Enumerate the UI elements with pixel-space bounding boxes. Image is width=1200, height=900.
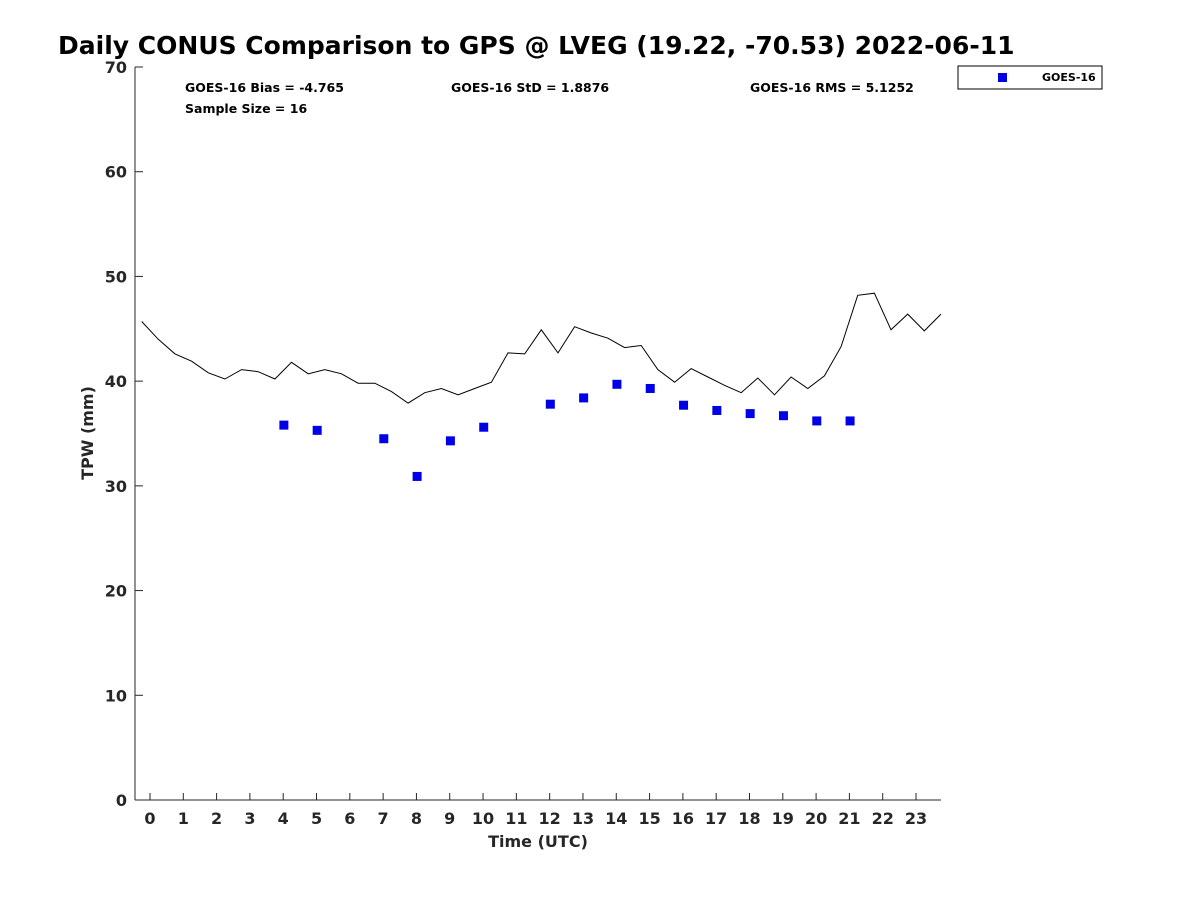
legend-swatch-goes16: [998, 73, 1007, 82]
point-goes16: [645, 383, 655, 393]
point-goes16: [812, 416, 822, 426]
x-axis-label: Time (UTC): [488, 832, 588, 851]
point-goes16: [745, 409, 755, 419]
series-line-1: [141, 292, 942, 404]
x-tick-label: 18: [738, 809, 760, 828]
x-ticks: 0 1 2 3 4 5 6 7 8 9 10 11 12 13 14 15 16 17 18 19 20 21 22 23: [144, 793, 927, 828]
x-tick-label: 12: [539, 809, 561, 828]
y-tick-label: 50: [105, 267, 127, 286]
x-tick-label: 19: [772, 809, 794, 828]
y-tick-label: 30: [105, 477, 127, 496]
x-tick-label: 2: [211, 809, 222, 828]
point-goes16: [712, 405, 722, 415]
legend: GOES-16: [957, 65, 1103, 90]
x-tick-label: 22: [872, 809, 894, 828]
chart-title: Daily CONUS Comparison to GPS @ LVEG (19…: [58, 31, 1015, 60]
x-tick-label: 14: [605, 809, 627, 828]
x-tick-label: 9: [444, 809, 455, 828]
y-tick-label: 0: [116, 791, 127, 810]
y-tick-label: 40: [105, 372, 127, 391]
x-tick-label: 4: [278, 809, 289, 828]
stats: GOES-16 Bias = -4.765 GOES-16 StD = 1.88…: [185, 80, 914, 116]
rms-stat: GOES-16 RMS = 5.1252: [750, 80, 914, 95]
x-tick-label: 17: [705, 809, 727, 828]
point-goes16: [545, 399, 555, 409]
bias-stat: GOES-16 Bias = -4.765: [185, 80, 344, 95]
x-tick-label: 11: [505, 809, 527, 828]
legend-label-goes16: GOES-16: [1042, 71, 1096, 84]
point-goes16: [445, 436, 455, 446]
plot-area: [141, 292, 942, 481]
x-tick-label: 23: [905, 809, 927, 828]
x-tick-label: 15: [638, 809, 660, 828]
x-tick-label: 7: [378, 809, 389, 828]
axes: [134, 67, 941, 801]
point-goes16: [479, 422, 489, 432]
x-tick-label: 13: [572, 809, 594, 828]
x-tick-label: 16: [672, 809, 694, 828]
point-goes16: [279, 420, 289, 430]
x-tick-label: 0: [144, 809, 155, 828]
y-tick-label: 20: [105, 582, 127, 601]
point-goes16: [312, 425, 322, 435]
y-tick-label: 70: [105, 58, 127, 77]
x-tick-label: 21: [838, 809, 860, 828]
x-tick-label: 6: [344, 809, 355, 828]
legend-box: [957, 65, 1103, 90]
std-stat: GOES-16 StD = 1.8876: [451, 80, 609, 95]
point-goes16: [679, 400, 689, 410]
y-tick-label: 10: [105, 686, 127, 705]
point-goes16: [412, 471, 422, 481]
point-goes16: [845, 416, 855, 426]
point-goes16: [778, 411, 788, 421]
x-tick-label: 20: [805, 809, 827, 828]
y-tick-label: 60: [105, 163, 127, 182]
point-goes16: [579, 393, 589, 403]
x-tick-label: 8: [411, 809, 422, 828]
x-tick-label: 10: [472, 809, 494, 828]
sample-size-stat: Sample Size = 16: [185, 101, 307, 116]
y-axis-label: TPW (mm): [78, 386, 97, 480]
x-tick-label: 3: [244, 809, 255, 828]
point-goes16: [379, 434, 389, 444]
x-tick-label: 1: [178, 809, 189, 828]
point-goes16: [612, 379, 622, 389]
y-ticks: 0 10 20 30 40 50 60 70: [105, 58, 143, 810]
x-tick-label: 5: [311, 809, 322, 828]
